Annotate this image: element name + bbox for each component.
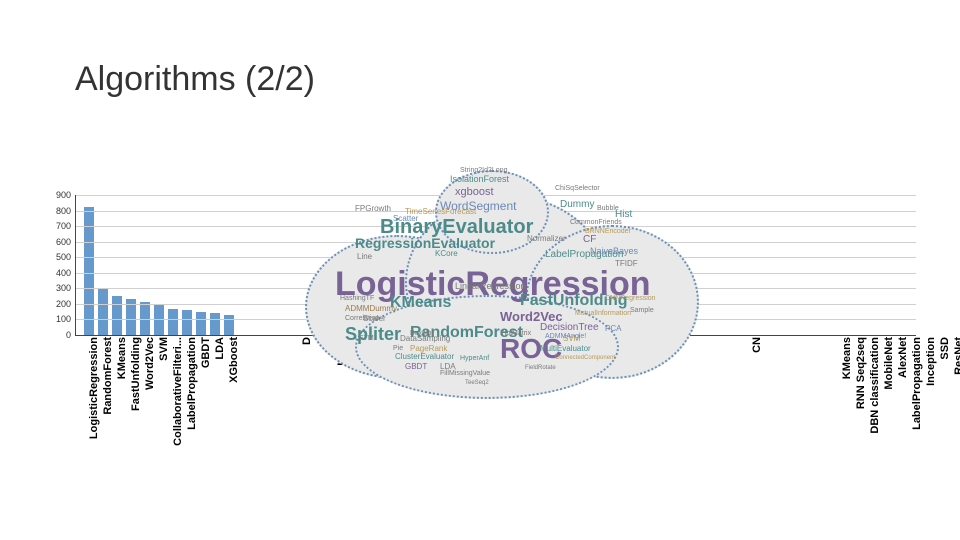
- bar-chart: LogisticRegressionRandomForestKMeansFast…: [45, 195, 915, 335]
- bar: [168, 309, 178, 335]
- x-label: Word2Vec: [144, 337, 156, 390]
- wordcloud-word: ChiSqSelector: [555, 185, 600, 192]
- bar: [210, 313, 220, 335]
- x-label: CNN: [566, 337, 578, 361]
- y-tick: 200: [45, 299, 71, 309]
- slide-title: Algorithms (2/2): [75, 60, 315, 99]
- bar: [112, 296, 122, 335]
- wordcloud-word: String2Id2Long: [460, 167, 507, 174]
- x-label: Inception: [925, 337, 937, 386]
- chart-plot-area: [75, 195, 916, 336]
- bar: [182, 310, 192, 335]
- x-label: Linea: [336, 337, 348, 366]
- x-label: Decisio: [471, 337, 483, 376]
- x-label: DBN classification: [869, 337, 881, 434]
- x-label: KMeans: [841, 337, 853, 379]
- y-tick: 300: [45, 283, 71, 293]
- y-tick: 500: [45, 252, 71, 262]
- bar: [196, 312, 206, 335]
- x-label: LabelPropagation: [911, 337, 923, 430]
- x-label: FastUnfolding: [130, 337, 142, 411]
- x-label: RNN Seq2seq: [855, 337, 867, 409]
- x-label: XGboost: [228, 337, 240, 383]
- bar: [98, 288, 108, 335]
- y-tick: 600: [45, 237, 71, 247]
- x-label: LabelPropagation: [186, 337, 198, 430]
- bar: [224, 315, 234, 335]
- chart-bars: [76, 195, 916, 335]
- x-label: LDA: [214, 337, 226, 360]
- x-label: AlexNet: [897, 337, 909, 378]
- x-label: LogisticRegression: [88, 337, 100, 439]
- x-label: KMeans: [116, 337, 128, 379]
- x-label: CollaborativeFilteri...: [172, 337, 184, 446]
- y-tick: 700: [45, 221, 71, 231]
- x-label: MobileNet: [883, 337, 895, 390]
- y-tick: 900: [45, 190, 71, 200]
- x-label: CN: [751, 337, 763, 353]
- chart-x-labels: LogisticRegressionRandomForestKMeansFast…: [75, 337, 915, 537]
- x-label: SSD: [939, 337, 951, 360]
- x-label: BR: [401, 337, 413, 353]
- slide: Algorithms (2/2) LogisticRegressionRando…: [0, 0, 960, 540]
- x-label: D: [301, 337, 313, 345]
- y-tick: 400: [45, 268, 71, 278]
- x-label: Con: [631, 337, 643, 358]
- x-label: SVM: [158, 337, 170, 361]
- x-label: Is: [421, 337, 433, 346]
- y-tick: 100: [45, 314, 71, 324]
- x-label: RandomForest: [102, 337, 114, 415]
- wordcloud-word: IsolationForest: [450, 175, 509, 184]
- y-tick: 0: [45, 330, 71, 340]
- y-tick: 800: [45, 206, 71, 216]
- x-label: GBDT: [200, 337, 212, 368]
- x-label: ResNet: [953, 337, 960, 375]
